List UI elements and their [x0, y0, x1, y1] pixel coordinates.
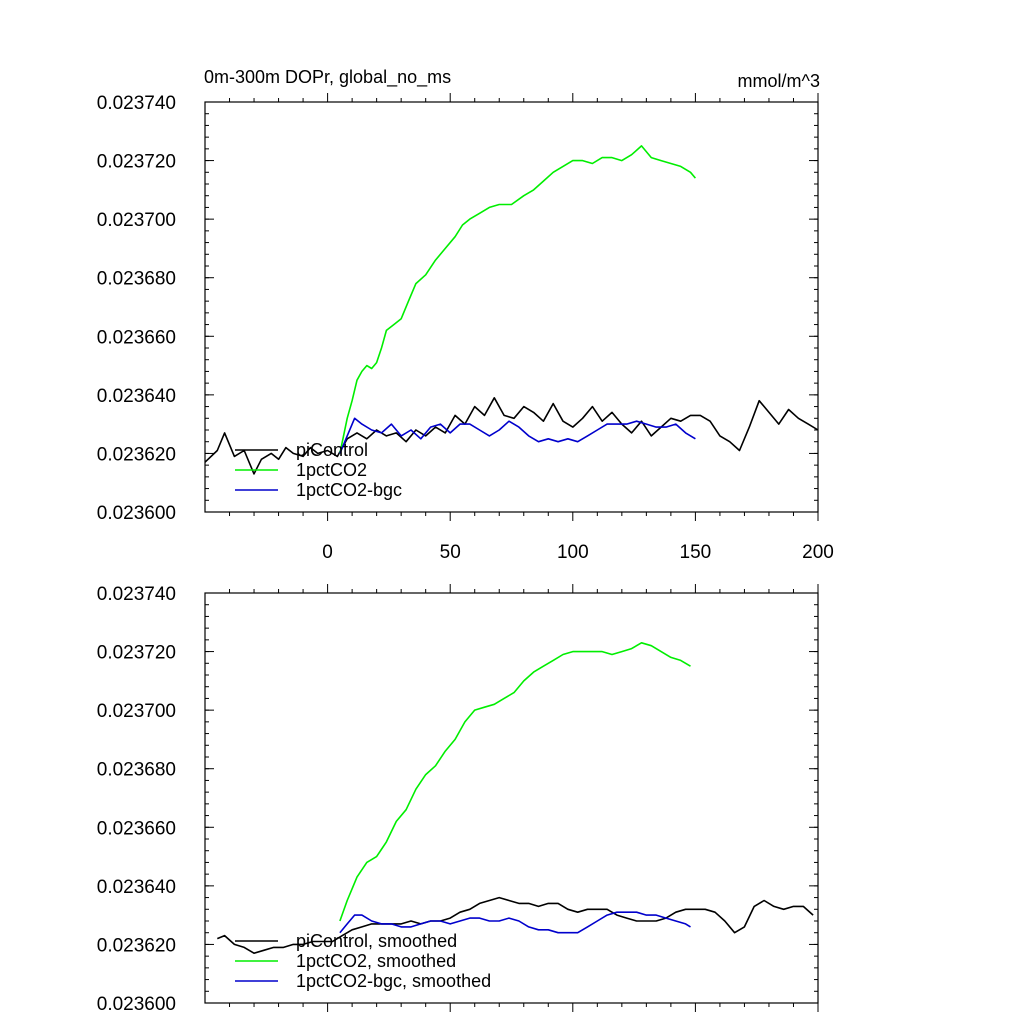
legend-label: piControl	[296, 440, 368, 460]
plot-frame-bottom	[204, 592, 819, 1004]
x-tick-label: 50	[440, 542, 461, 563]
series-line	[339, 145, 697, 454]
y-tick-labels-top: 0.023600 0.023620 0.023640 0.023660 0.023680…	[97, 93, 176, 524]
plot-frame-top	[204, 101, 819, 513]
y-tick-label: 0.023720	[97, 152, 176, 173]
x-tick-label: 0	[322, 542, 333, 563]
y-tick-label: 0.023700	[97, 701, 176, 722]
legend-label: 1pctCO2	[296, 460, 367, 480]
y-tick-label: 0.023600	[97, 503, 176, 524]
y-tick-label: 0.023620	[97, 444, 176, 465]
series-line	[216, 896, 814, 954]
series-line	[339, 911, 691, 934]
x-tick-label: 100	[557, 542, 589, 563]
series-layer-bottom	[216, 642, 814, 954]
y-tick-label: 0.023600	[97, 994, 176, 1015]
series-line	[204, 397, 819, 475]
series-line	[339, 642, 691, 922]
y-tick-label: 0.023720	[97, 643, 176, 664]
y-tick-label: 0.023680	[97, 269, 176, 290]
chart-panel-top: 0m-300m DOPr, global_no_ms mmol/m^3 piCo…	[97, 67, 834, 563]
y-tick-label: 0.023660	[97, 327, 176, 348]
series-line	[339, 417, 696, 454]
legend-label: piControl, smoothed	[296, 931, 457, 951]
y-tick-labels-bottom: 0.023600 0.023620 0.023640 0.023660 0.023680…	[97, 584, 176, 1015]
y-tick-label: 0.023680	[97, 760, 176, 781]
x-tick-label: 200	[802, 542, 834, 563]
legend-label: 1pctCO2-bgc, smoothed	[296, 971, 491, 991]
x-tick-label: 150	[680, 542, 712, 563]
y-tick-label: 0.023740	[97, 93, 176, 114]
chart-title: 0m-300m DOPr, global_no_ms	[204, 67, 451, 88]
units-label: mmol/m^3	[738, 71, 820, 91]
y-tick-label: 0.023700	[97, 210, 176, 231]
y-tick-label: 0.023620	[97, 935, 176, 956]
y-tick-label: 0.023640	[97, 877, 176, 898]
y-tick-label: 0.023640	[97, 386, 176, 407]
series-layer-top	[204, 145, 819, 475]
axis-ticks-top	[205, 93, 819, 521]
x-tick-labels-top: 0 50 100 150 200	[322, 542, 834, 563]
y-tick-label: 0.023740	[97, 584, 176, 605]
legend-label: 1pctCO2, smoothed	[296, 951, 456, 971]
legend-label: 1pctCO2-bgc	[296, 480, 402, 500]
y-tick-label: 0.023660	[97, 818, 176, 839]
